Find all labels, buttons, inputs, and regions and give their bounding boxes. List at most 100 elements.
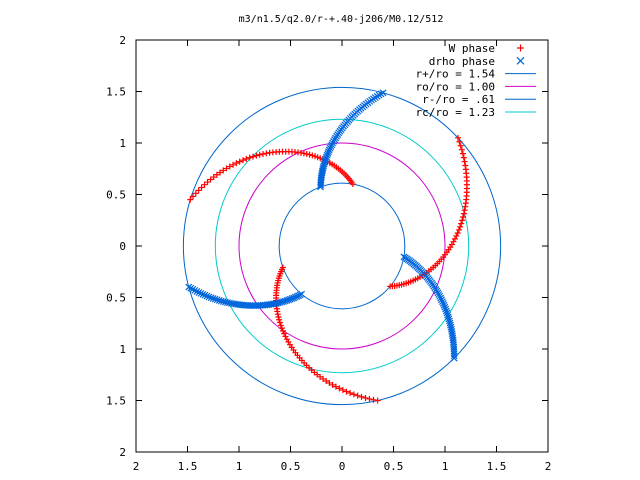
series-2-point	[207, 294, 215, 302]
circle-3	[278, 182, 406, 310]
series-1-point	[303, 150, 310, 157]
y-tick-label: 0.5	[106, 189, 126, 202]
axis-ticks: 2 1.5 1 0.5 0 0.5 1 1.5 221.510.500.511.52	[106, 34, 551, 473]
series-1-point	[456, 138, 463, 145]
y-tick-label: 1	[119, 137, 126, 150]
series-1-point	[354, 392, 361, 399]
x-tick-label: 1.5	[178, 460, 198, 473]
series-2-point	[323, 153, 330, 161]
series-1-point	[279, 327, 286, 334]
legend-label: r+/ro = 1.54	[416, 68, 496, 81]
data-series	[185, 89, 470, 404]
reference-circles	[182, 86, 502, 406]
legend-label: rc/ro = 1.23	[416, 106, 495, 119]
series-1-point	[460, 154, 467, 161]
series-1-point	[253, 152, 260, 159]
series-1-point	[230, 161, 237, 168]
series-1-point	[458, 146, 465, 153]
series-1-point	[312, 153, 319, 160]
series-1-point	[374, 397, 381, 404]
series-2-point	[219, 298, 227, 305]
series-2-point	[211, 295, 219, 303]
x-tick-label: 1.5	[487, 460, 507, 473]
series-2-point	[221, 298, 229, 306]
series-1-point	[276, 316, 283, 323]
series-2-point	[441, 303, 449, 311]
series-2-point	[205, 293, 213, 301]
series-1-point	[260, 150, 267, 157]
series-2-point	[327, 143, 335, 150]
series-2-point	[445, 315, 453, 323]
series-1-point	[460, 210, 467, 217]
series-2-point	[197, 289, 205, 297]
series-1-point	[217, 169, 224, 176]
series-2-point	[209, 294, 217, 302]
series-2-point	[325, 148, 332, 156]
x-tick-label: 1	[442, 460, 449, 473]
series-2-point	[438, 296, 445, 304]
series-2-point	[443, 309, 451, 317]
series-1-point	[453, 232, 460, 239]
series-2-point	[444, 311, 452, 319]
series-1-point	[461, 158, 468, 165]
series-1-point	[455, 226, 462, 233]
series-2-point	[224, 299, 231, 306]
series-1-point	[306, 151, 313, 158]
legend-swatch	[517, 44, 524, 52]
series-2-point	[323, 151, 331, 159]
series-1-point	[366, 395, 373, 402]
series-1-point	[459, 150, 466, 157]
series-1-point	[343, 388, 350, 395]
series-1-point	[226, 163, 233, 170]
series-2-point	[195, 288, 203, 296]
y-tick-label: 1.5	[106, 395, 126, 408]
series-1-point	[347, 390, 354, 397]
series-1-point	[454, 229, 461, 236]
series-1-point	[326, 379, 333, 386]
series-1-point	[239, 157, 246, 164]
series-2-point	[450, 352, 458, 360]
series-1-point	[350, 391, 357, 398]
series-1-point	[190, 193, 197, 200]
series-1-point	[236, 158, 243, 165]
legend-label: drho phase	[429, 55, 495, 68]
series-2-point	[439, 300, 447, 307]
circle-2	[238, 142, 446, 350]
series-1-point	[187, 196, 194, 203]
series-2-point	[217, 297, 225, 305]
circle-1	[182, 86, 502, 406]
series-2-point	[199, 290, 207, 298]
series-1-point	[300, 150, 307, 157]
series-1-point	[457, 223, 464, 230]
series-1-point	[282, 333, 289, 340]
series-1-point	[457, 142, 464, 149]
series-1-point	[275, 313, 282, 320]
series-2-point	[191, 286, 199, 294]
series-2-point	[444, 313, 452, 321]
chart-title: m3/n1.5/q2.0/r-+.40-j206/M0.12/512	[239, 14, 444, 25]
series-1-point	[461, 207, 468, 214]
series-2-point	[325, 146, 333, 154]
series-2-point	[379, 89, 387, 97]
series-1-point	[455, 134, 462, 141]
series-2-point	[326, 144, 334, 152]
series-1-point	[387, 283, 394, 290]
series-2-point	[446, 317, 453, 325]
y-tick-label: 2	[119, 34, 126, 47]
series-2-point	[440, 301, 448, 309]
series-1-point	[358, 393, 365, 400]
series-2-point	[442, 305, 449, 313]
series-1-point	[279, 264, 286, 271]
series-1-point	[462, 203, 469, 210]
y-tick-label: 0	[119, 240, 126, 253]
series-1-point	[349, 181, 356, 188]
legend-label: W phase	[449, 42, 495, 55]
series-2-point	[450, 354, 458, 362]
series-1-point	[243, 155, 250, 162]
series-1-point	[278, 325, 285, 332]
series-1-point	[223, 165, 230, 172]
x-tick-label: 1	[236, 460, 243, 473]
series-1-point	[370, 396, 377, 403]
